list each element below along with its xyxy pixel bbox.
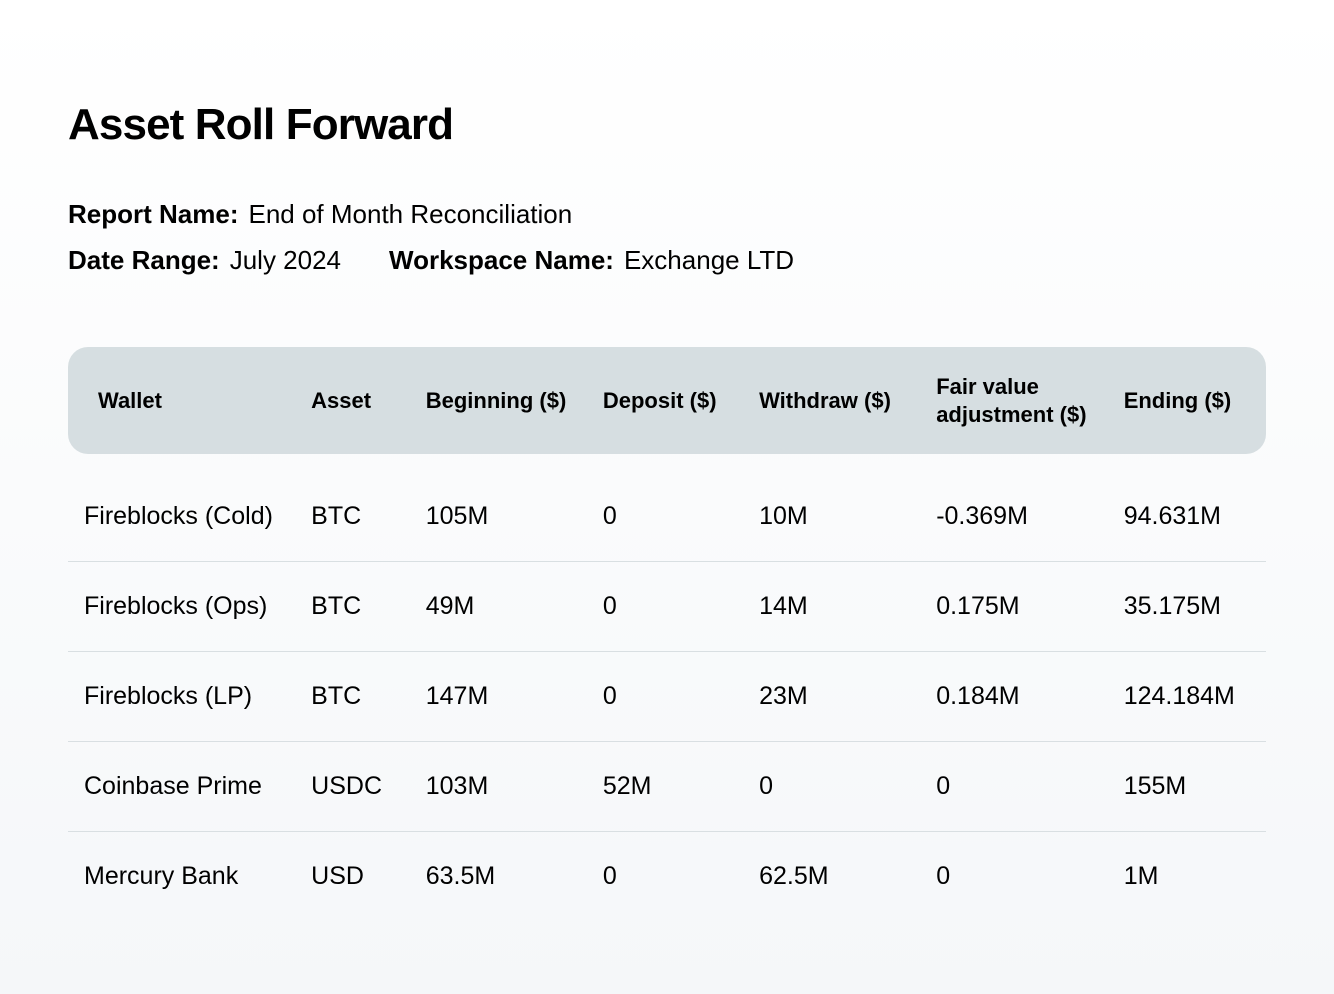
cell-wallet: Coinbase Prime	[68, 742, 297, 832]
cell-beginning: 49M	[412, 562, 589, 652]
table-row: Fireblocks (LP)BTC147M023M0.184M124.184M	[68, 652, 1266, 742]
cell-deposit: 52M	[589, 742, 745, 832]
cell-fva: -0.369M	[922, 454, 1110, 562]
cell-beginning: 105M	[412, 454, 589, 562]
cell-beginning: 103M	[412, 742, 589, 832]
table-row: Mercury BankUSD63.5M062.5M01M	[68, 832, 1266, 922]
cell-asset: USDC	[297, 742, 412, 832]
table-row: Coinbase PrimeUSDC103M52M00155M	[68, 742, 1266, 832]
cell-fva: 0	[922, 742, 1110, 832]
page-title: Asset Roll Forward	[68, 100, 1266, 150]
col-header-deposit: Deposit ($)	[589, 347, 745, 454]
report-name-value: End of Month Reconciliation	[248, 192, 572, 238]
col-header-fva: Fair value adjustment ($)	[922, 347, 1110, 454]
cell-wallet: Fireblocks (LP)	[68, 652, 297, 742]
table-body: Fireblocks (Cold)BTC105M010M-0.369M94.63…	[68, 454, 1266, 921]
cell-ending: 94.631M	[1110, 454, 1266, 562]
cell-withdraw: 62.5M	[745, 832, 922, 922]
cell-ending: 124.184M	[1110, 652, 1266, 742]
date-range-label: Date Range:	[68, 238, 220, 284]
cell-fva: 0	[922, 832, 1110, 922]
cell-asset: BTC	[297, 454, 412, 562]
table-header-row: Wallet Asset Beginning ($) Deposit ($) W…	[68, 347, 1266, 454]
cell-deposit: 0	[589, 562, 745, 652]
date-range: Date Range: July 2024	[68, 238, 341, 284]
workspace-label: Workspace Name:	[389, 238, 614, 284]
cell-asset: BTC	[297, 652, 412, 742]
table-row: Fireblocks (Cold)BTC105M010M-0.369M94.63…	[68, 454, 1266, 562]
cell-fva: 0.175M	[922, 562, 1110, 652]
report-name: Report Name: End of Month Reconciliation	[68, 192, 572, 238]
col-header-withdraw: Withdraw ($)	[745, 347, 922, 454]
cell-wallet: Mercury Bank	[68, 832, 297, 922]
table-row: Fireblocks (Ops)BTC49M014M0.175M35.175M	[68, 562, 1266, 652]
cell-ending: 35.175M	[1110, 562, 1266, 652]
cell-fva: 0.184M	[922, 652, 1110, 742]
cell-withdraw: 23M	[745, 652, 922, 742]
cell-withdraw: 14M	[745, 562, 922, 652]
cell-wallet: Fireblocks (Cold)	[68, 454, 297, 562]
cell-ending: 1M	[1110, 832, 1266, 922]
cell-beginning: 63.5M	[412, 832, 589, 922]
col-header-ending: Ending ($)	[1110, 347, 1266, 454]
date-range-value: July 2024	[230, 238, 341, 284]
report-meta: Report Name: End of Month Reconciliation…	[68, 192, 1266, 283]
roll-forward-table: Wallet Asset Beginning ($) Deposit ($) W…	[68, 347, 1266, 921]
col-header-beginning: Beginning ($)	[412, 347, 589, 454]
col-header-wallet: Wallet	[68, 347, 297, 454]
cell-deposit: 0	[589, 652, 745, 742]
cell-beginning: 147M	[412, 652, 589, 742]
cell-deposit: 0	[589, 454, 745, 562]
col-header-asset: Asset	[297, 347, 412, 454]
cell-ending: 155M	[1110, 742, 1266, 832]
cell-asset: USD	[297, 832, 412, 922]
cell-deposit: 0	[589, 832, 745, 922]
report-name-label: Report Name:	[68, 192, 238, 238]
workspace-name: Workspace Name: Exchange LTD	[389, 238, 794, 284]
cell-asset: BTC	[297, 562, 412, 652]
cell-wallet: Fireblocks (Ops)	[68, 562, 297, 652]
workspace-value: Exchange LTD	[624, 238, 794, 284]
cell-withdraw: 0	[745, 742, 922, 832]
cell-withdraw: 10M	[745, 454, 922, 562]
